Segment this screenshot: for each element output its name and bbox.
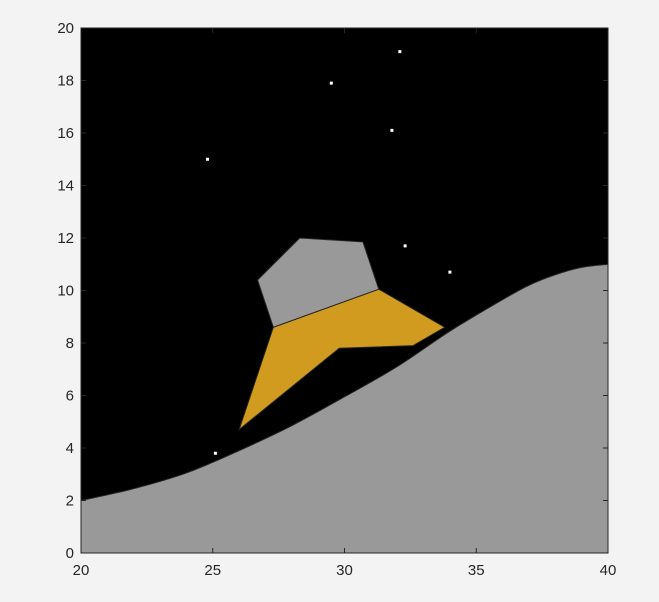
y-tick-label: 14 xyxy=(57,178,74,195)
y-tick-label: 20 xyxy=(57,20,74,37)
y-tick-label: 0 xyxy=(66,545,74,562)
star xyxy=(329,81,333,85)
plot-area xyxy=(80,28,609,553)
y-tick-label: 6 xyxy=(66,388,74,405)
x-tick-label: 30 xyxy=(336,562,353,579)
star xyxy=(403,244,407,248)
star xyxy=(390,128,394,132)
y-tick-label: 10 xyxy=(57,283,74,300)
x-tick-label: 20 xyxy=(73,562,90,579)
y-tick-label: 2 xyxy=(66,493,74,510)
y-tick-label: 12 xyxy=(57,230,74,247)
x-tick-label: 40 xyxy=(600,562,617,579)
x-tick-label: 35 xyxy=(468,562,485,579)
terrain-outline xyxy=(80,263,609,501)
terrain xyxy=(81,264,608,553)
star xyxy=(205,157,209,161)
x-tick-label: 25 xyxy=(204,562,221,579)
axes: 20 25 30 35 40 0 2 4 6 8 10 12 14 16 18 20 xyxy=(57,20,616,579)
lander-cabin xyxy=(256,237,380,328)
star xyxy=(448,270,452,274)
star xyxy=(398,50,402,54)
y-tick-label: 4 xyxy=(66,440,74,457)
y-tick-label: 16 xyxy=(57,125,74,142)
star xyxy=(213,451,217,455)
y-tick-label: 18 xyxy=(57,73,74,90)
y-tick-label: 8 xyxy=(66,335,74,352)
